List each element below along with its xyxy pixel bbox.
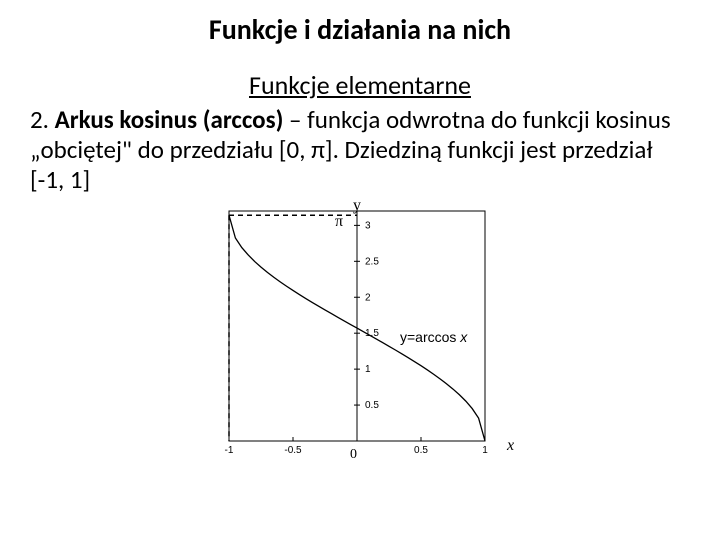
y-axis-label: y [353,197,361,215]
svg-text:1: 1 [482,445,488,456]
svg-text:0.5: 0.5 [414,445,428,456]
origin-label: 0 [350,447,357,463]
body-paragraph: 2. Arkus kosinus (arccos) – funkcja odwr… [0,101,720,195]
x-axis-label: x [507,437,514,455]
svg-text:-0.5: -0.5 [284,445,302,456]
svg-text:-1: -1 [225,445,234,456]
function-name: Arkus kosinus (arccos) [55,104,284,135]
svg-text:3: 3 [365,220,371,231]
svg-text:1: 1 [365,364,371,375]
page-subtitle: Funkcje elementarne [0,69,720,101]
curve-equation: y=arccos [400,329,456,345]
pi-label: π [335,213,343,231]
chart-container: y π y=arccos x x 0 -1-0.50.510.511.522.5… [185,201,535,471]
svg-text:2: 2 [365,292,371,303]
curve-label: y=arccos x [400,329,467,345]
page-title: Funkcje i działania na nich [0,0,720,47]
svg-text:0.5: 0.5 [365,400,379,411]
item-number: 2. [30,104,55,135]
curve-variable: x [456,329,467,345]
svg-text:2.5: 2.5 [365,256,379,267]
